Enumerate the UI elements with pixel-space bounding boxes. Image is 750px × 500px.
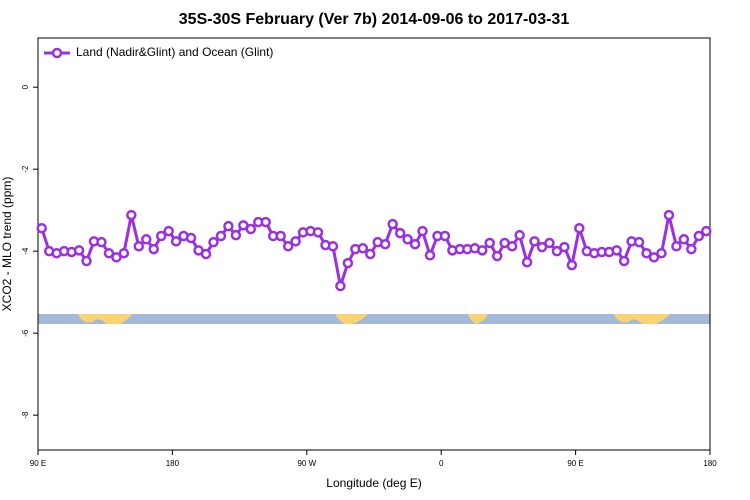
x-tick-label: 180 (703, 459, 717, 468)
land-strip (38, 314, 710, 324)
data-point (656, 247, 667, 259)
data-point (701, 225, 712, 237)
data-point (574, 222, 585, 234)
x-axis-label: Longitude (deg E) (326, 476, 421, 490)
x-tick-label: 0 (439, 459, 444, 468)
data-point (73, 245, 85, 256)
legend-label: Land (Nadir&Glint) and Ocean (Glint) (76, 45, 273, 59)
y-tick-label: -2 (21, 165, 30, 173)
data-point (141, 234, 152, 245)
data-point (327, 241, 339, 252)
y-tick-label: -4 (21, 247, 30, 255)
y-tick-label: -6 (21, 329, 30, 337)
y-axis-label: XCO2 - MLO trend (ppm) (0, 177, 14, 312)
data-point (686, 243, 697, 255)
data-point (633, 236, 645, 248)
x-tick-label: 90 E (30, 459, 46, 468)
data-point (230, 229, 242, 241)
data-point (81, 255, 92, 267)
data-point (611, 245, 622, 256)
data-point (439, 230, 451, 242)
data-point (223, 220, 234, 232)
data-point (529, 236, 540, 247)
data-point (133, 241, 145, 252)
data-point (551, 245, 563, 257)
data-point (365, 248, 376, 260)
plot-frame (37, 37, 711, 451)
y-tick-label: -8 (21, 411, 30, 419)
data-point (245, 223, 257, 235)
data-point (693, 230, 705, 242)
data-point (163, 225, 174, 237)
data-point (387, 218, 398, 230)
data-point (379, 238, 391, 250)
data-point (170, 236, 182, 247)
x-tick-label: 90 W (297, 459, 316, 468)
data-point (671, 241, 682, 252)
data-point (215, 230, 227, 242)
data-point (559, 241, 570, 253)
data-point (36, 222, 47, 234)
data-point (357, 243, 369, 254)
data-point (618, 255, 630, 267)
y-tick-label: 0 (21, 84, 30, 89)
data-point (260, 216, 271, 228)
data-point (342, 257, 354, 269)
data-point (566, 259, 578, 271)
legend-marker (51, 47, 63, 59)
data-point (394, 227, 406, 239)
data-point (312, 227, 324, 238)
data-point (521, 256, 533, 268)
data-point (335, 280, 346, 292)
data-point (417, 225, 428, 237)
data-point (290, 236, 301, 247)
data-point (200, 248, 212, 260)
data-point (111, 252, 122, 263)
data-point (544, 237, 555, 249)
data-point (663, 209, 675, 221)
data-point (409, 238, 421, 250)
data-point (126, 209, 137, 221)
data-point (402, 234, 413, 245)
data-point (484, 237, 495, 249)
data-point (118, 247, 130, 259)
chart-title: 35S-30S February (Ver 7b) 2014-09-06 to … (179, 11, 570, 28)
data-point (506, 241, 518, 252)
data-point (424, 250, 436, 261)
data-point (536, 241, 548, 253)
data-point (103, 247, 115, 259)
data-point (96, 236, 107, 248)
data-point (648, 252, 660, 263)
data-point (155, 230, 167, 242)
data-point (282, 241, 294, 252)
data-point (275, 230, 286, 242)
data-point (491, 250, 503, 262)
data-point (185, 232, 197, 244)
data-point (208, 236, 219, 248)
data-point (678, 234, 690, 245)
data-point (477, 245, 488, 256)
data-point (148, 243, 159, 255)
x-tick-label: 180 (166, 459, 180, 468)
data-point (641, 247, 652, 259)
x-tick-label: 90 E (567, 459, 583, 468)
data-point (514, 229, 525, 241)
